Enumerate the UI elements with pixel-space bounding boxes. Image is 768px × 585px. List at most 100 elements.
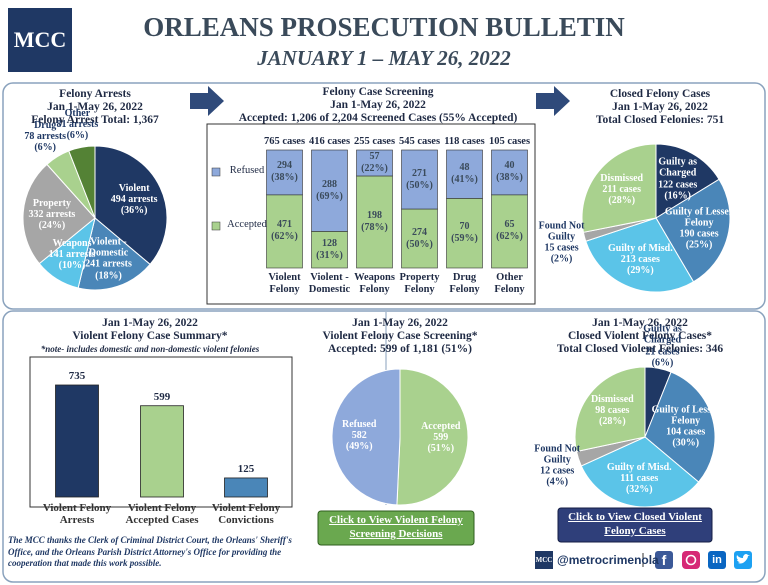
slice-value-labels: 190 cases [679,228,719,240]
chart-title: Violent Felony Case Screening* [322,330,478,342]
slice-value-labels: 81 arrests [56,119,99,130]
slice-label: Drug 78 arrests (6%) [9,120,81,154]
value-label: (41%) [451,174,478,186]
slice-label: Weapons 141 arrests (10%) [36,238,108,272]
legend-swatch [211,221,221,231]
chart-subtitle: Jan 1-May 26, 2022 [102,317,198,329]
bar-segment [266,149,303,196]
slice-share-labels: (2%) [550,254,573,266]
instagram-glyph [685,554,697,566]
slice-share-labels: (29%) [627,265,654,277]
pie-slice [574,366,646,453]
logo-text: MCC [13,27,67,52]
pie-slice [396,368,469,506]
slice-value-labels: 21 cases [645,346,680,358]
count-label: 70 [459,221,470,233]
slice-categories: Refused [341,419,377,431]
count-label: 128 [322,237,337,249]
bar-segment [491,149,528,196]
slice-share-labels: (6%) [651,357,674,369]
slice-label: Accepted 599 (51%) [405,421,477,455]
facebook-icon[interactable] [655,551,673,569]
count-label: 274 [412,226,427,238]
slice-categories: Accepted [421,421,461,433]
pie-slice [581,143,657,233]
slice-share-labels: (18%) [95,270,122,282]
chart-title: Felony Case Screening [322,86,434,98]
slice-share-labels: (36%) [120,205,148,217]
chart-summary: Accepted: 599 of 1,181 (51%) [327,343,473,355]
slice-label: Found Not Guilty 15 cases (2%) [526,220,598,265]
slice-label: Guilty of Misd. 213 cases (29%) [604,243,676,277]
chart-summary: Total Closed Felonies: 751 [595,114,725,126]
slice-categories: Found Not Guilty [538,220,585,243]
arrow [536,86,570,116]
bar-box [29,356,293,508]
category-label: Violent Felony Arrests [42,502,112,527]
count-label: 198 [367,209,382,221]
bar-box [206,123,536,305]
slice-categories: Guilty as Charged [643,323,682,347]
chart-title: Closed Felony Cases [609,88,711,100]
top-panel [2,82,766,310]
chart-subtitle: Jan 1-May 26, 2022 [352,317,448,329]
instagram-icon[interactable] [682,551,700,569]
pie-slice [585,217,695,293]
category-label: Violent Felony Accepted Cases [125,502,199,527]
category-label: Violent Felony [268,272,301,295]
pie-slice [655,143,720,219]
slice-categories: Guilty of Lesser Felony [651,404,720,427]
chart-subtitle: Jan 1-May 26, 2022 [47,101,143,113]
slice-categories: Dismissed [590,393,634,405]
slice-value-labels: 98 cases [595,404,630,416]
slice-value-labels: 599 [433,432,449,444]
slice-label: Guilty as Charged 122 cases (16%) [642,157,714,202]
bar [55,384,99,498]
pie-slice [77,217,151,291]
count-label: 48 [459,162,470,174]
small-logo [535,551,553,569]
facebook-glyph: f [661,552,667,568]
slice-value-labels: 211 cases [602,184,641,196]
bar-segment [446,198,483,269]
slice-value-labels: 122 cases [658,179,698,191]
twitter-glyph [736,554,750,564]
value-label: 735 [68,370,86,382]
slice-share-labels: (32%) [625,484,653,496]
value-label: 125 [237,462,255,475]
category-label: Weapons Felony [354,272,395,295]
linkedin-glyph: in [712,554,722,566]
total-label: 545 cases [398,136,441,147]
pie-slice [331,368,401,506]
slice-label: Guilty as Charged 21 cases (6%) [627,324,699,369]
slice-categories: Violent - Domestic [88,236,129,259]
slice-value-labels: 241 arrests [85,259,132,271]
value-label: (31%) [316,249,343,261]
category-label: Violent Felony Convictions [211,502,281,527]
slice-share-labels: (51%) [427,443,455,455]
slice-share-labels: (4%) [546,477,569,489]
pie-slice [580,436,700,508]
category-label: Drug Felony [449,272,480,295]
count-label: 271 [412,167,427,179]
button-bg [557,507,713,543]
slice-categories: Guilty of Misd. [607,242,673,254]
legend-label: Accepted [227,219,267,230]
slice-label: Refused 582 (49%) [323,419,395,453]
slice-value-labels: 332 arrests [28,209,76,221]
button[interactable]: Click to View Closed Violent Felony Case… [568,511,702,537]
total-label: 416 cases [308,136,351,147]
slice-categories: Guilty of Lesser Felony [664,206,734,229]
value-label: (38%) [496,172,523,184]
legend-label: Refused [229,165,265,176]
bar-segment [401,208,438,269]
pie-slice [94,145,168,266]
slice-categories: Found Not Guilty [534,443,581,466]
button-bg [317,510,475,546]
linkedin-icon[interactable] [708,551,726,569]
slice-categories: Violent [118,182,150,194]
button[interactable]: Click to View Violent Felony Screening D… [329,514,463,540]
logo [8,8,72,72]
value-label: (22%) [361,162,388,174]
